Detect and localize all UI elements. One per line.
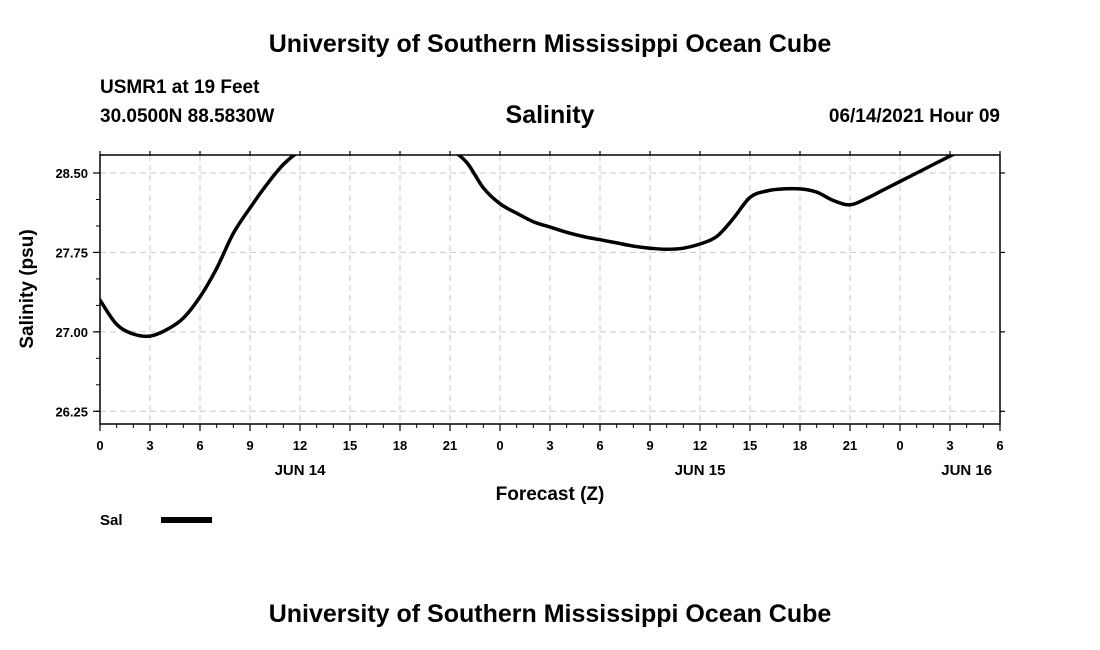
- x-tick-label: 3: [946, 438, 953, 453]
- x-tick-label: 6: [996, 438, 1003, 453]
- x-tick-label: 21: [843, 438, 857, 453]
- y-tick-label: 26.25: [55, 404, 88, 419]
- coordinates-label: 30.0500N 88.5830W: [100, 106, 275, 127]
- y-tick-label: 27.75: [55, 245, 88, 260]
- legend-label: Sal: [100, 512, 123, 529]
- x-tick-label: 18: [793, 438, 807, 453]
- station-label: USMR1 at 19 Feet: [100, 77, 260, 98]
- date-label: JUN 14: [275, 462, 327, 479]
- x-tick-label: 15: [343, 438, 357, 453]
- footer-title: University of Southern Mississippi Ocean…: [268, 600, 832, 628]
- x-tick-label: 3: [546, 438, 553, 453]
- y-axis-label: Salinity (psu): [17, 229, 38, 348]
- x-tick-label: 3: [146, 438, 153, 453]
- x-tick-label: 0: [496, 438, 503, 453]
- grid-lines: [100, 155, 1000, 424]
- issued-time-label: 06/14/2021 Hour 09: [828, 106, 1000, 127]
- axis-ticks: [93, 151, 1005, 431]
- x-axis-label: Forecast (Z): [496, 484, 605, 505]
- chart-title: Salinity: [505, 101, 595, 129]
- y-tick-label: 28.50: [55, 166, 88, 181]
- x-tick-label: 18: [393, 438, 407, 453]
- main-title: University of Southern Mississippi Ocean…: [268, 30, 832, 58]
- axis-labels: 0 3 6 9 12 15 18 21 0 3 6 9 12 15 18 21 0 3 6 JUN 14 JUN 15 J…: [55, 166, 1003, 479]
- legend: Sal: [100, 512, 212, 529]
- x-tick-label: 15: [743, 438, 757, 453]
- series-line-salinity: [100, 155, 956, 339]
- x-tick-label: 12: [293, 438, 307, 453]
- x-tick-label: 12: [693, 438, 707, 453]
- x-tick-label: 9: [646, 438, 653, 453]
- x-tick-label: 9: [246, 438, 253, 453]
- x-tick-label: 0: [96, 438, 103, 453]
- x-tick-label: 21: [443, 438, 457, 453]
- x-tick-label: 6: [596, 438, 603, 453]
- x-tick-label: 0: [896, 438, 903, 453]
- salinity-chart: 0 3 6 9 12 15 18 21 0 3 6 9 12 15 18 21 0 3 6 JUN 14 JUN 15 J…: [17, 151, 1005, 529]
- x-tick-label: 6: [196, 438, 203, 453]
- date-label: JUN 15: [675, 462, 726, 479]
- series-layer: [100, 155, 956, 339]
- y-tick-label: 27.00: [55, 325, 88, 340]
- date-label: JUN 16: [941, 462, 992, 479]
